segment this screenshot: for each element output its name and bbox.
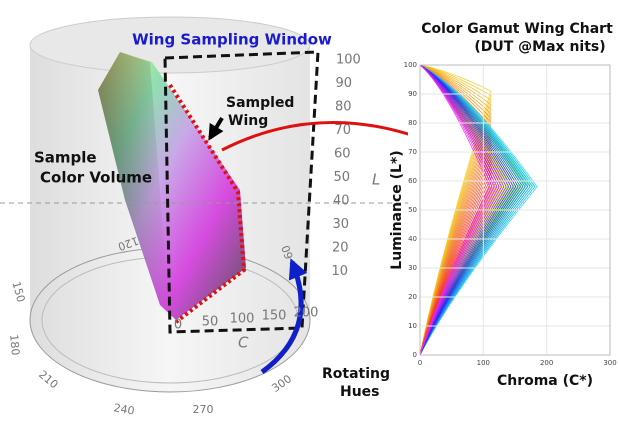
y-tick-label: 0	[413, 351, 417, 359]
l-tick-label: 40	[333, 194, 350, 209]
l-tick-label: 10	[332, 264, 349, 279]
l-tick-label: 20	[332, 241, 349, 256]
hue-tick-label: 300	[269, 372, 294, 395]
y-tick-label: 70	[408, 148, 417, 156]
wing-label: Wing	[228, 113, 268, 129]
x-tick-label: 300	[603, 359, 616, 367]
x-axis-label: Chroma (C*)	[497, 373, 593, 389]
y-tick-label: 100	[404, 61, 417, 69]
l-tick-label: 70	[335, 123, 352, 138]
l-tick-label: 80	[335, 100, 352, 115]
y-tick-label: 60	[408, 177, 417, 185]
y-tick-label: 10	[408, 322, 417, 330]
hue-tick-label: 180	[7, 334, 22, 356]
chart-title: Color Gamut Wing Chart	[421, 21, 613, 37]
c-tick-label: 150	[262, 309, 287, 324]
c-tick-label: 50	[202, 315, 219, 330]
l-axis-label: L	[372, 171, 380, 189]
hue-tick-label: 210	[36, 368, 60, 391]
x-tick-label: 0	[418, 359, 422, 367]
l-tick-label: 50	[334, 170, 351, 185]
y-tick-label: 20	[408, 293, 417, 301]
y-tick-label: 30	[408, 264, 417, 272]
volume-label: Sample	[34, 149, 97, 167]
y-axis-label: Luminance (L*)	[389, 150, 405, 269]
x-tick-label: 100	[477, 359, 490, 367]
wing-label: Sampled	[226, 95, 294, 111]
hues-label: Hues	[340, 384, 380, 400]
hue-tick-label: 150	[9, 280, 27, 304]
l-tick-label: 100	[336, 53, 361, 68]
l-tick-label: 60	[334, 147, 351, 162]
hue-tick-label: 240	[113, 401, 136, 417]
hue-tick-label: 270	[193, 403, 214, 416]
l-tick-label: 30	[333, 217, 350, 232]
y-tick-label: 80	[408, 119, 417, 127]
x-tick-label: 200	[540, 359, 553, 367]
c-tick-label: 0	[174, 318, 182, 333]
c-axis-label: C	[238, 334, 249, 352]
volume-label: Color Volume	[40, 169, 152, 187]
chart-panel	[408, 55, 618, 415]
y-tick-label: 90	[408, 90, 417, 98]
chart-subtitle: (DUT @Max nits)	[474, 39, 605, 55]
c-tick-label: 200	[294, 306, 319, 321]
y-tick-label: 40	[408, 235, 417, 243]
l-tick-label: 90	[336, 76, 353, 91]
window-title: Wing Sampling Window	[132, 31, 332, 49]
c-tick-label: 100	[230, 312, 255, 327]
figure: Wing Sampling Window Sampled Wing Sample…	[0, 0, 618, 423]
y-tick-label: 50	[408, 206, 417, 214]
hues-label: Rotating	[322, 366, 390, 382]
